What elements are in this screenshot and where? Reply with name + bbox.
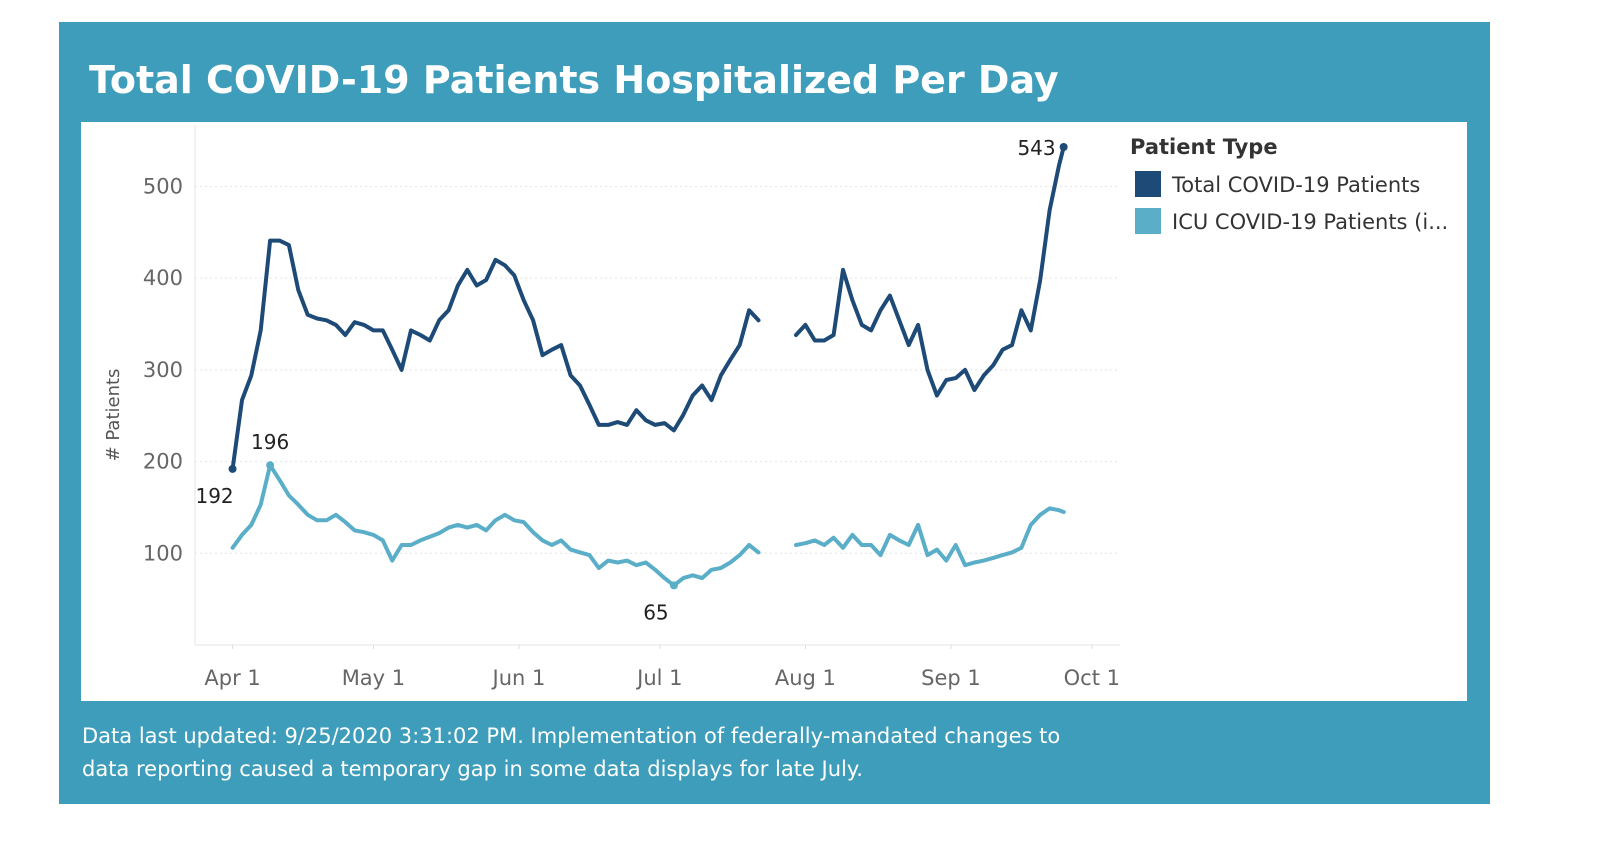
dashboard-panel: Total COVID-19 Patients Hospitalized Per… (59, 22, 1490, 804)
y-tick-label: 500 (143, 174, 183, 198)
data-line (230, 463, 1066, 588)
plot-area: 100 200 300 400 500 Apr 1 May 1 Jun 1 Jul 1 Aug 1… (81, 122, 1467, 701)
x-tick-label: Aug 1 (775, 666, 836, 690)
legend-label: Total COVID-19 Patients (1171, 173, 1420, 197)
x-tick-label: May 1 (342, 666, 405, 690)
x-tick-label: Jun 1 (491, 666, 546, 690)
y-tick-label: 300 (143, 358, 183, 382)
x-tick-label: Oct 1 (1064, 666, 1120, 690)
x-tick-label: Jul 1 (635, 666, 682, 690)
x-tick-label: Apr 1 (204, 666, 260, 690)
data-line (230, 145, 1066, 471)
data-label: 65 (643, 600, 668, 624)
legend-label: ICU COVID-19 Patients (i... (1172, 210, 1448, 234)
data-point (228, 464, 237, 473)
legend-title: Patient Type (1130, 135, 1278, 159)
chart-title: Total COVID-19 Patients Hospitalized Per… (89, 58, 1059, 102)
legend-swatch (1135, 208, 1161, 234)
legend-swatch (1135, 171, 1161, 197)
data-label: 192 (195, 484, 233, 508)
y-tick-label: 200 (143, 450, 183, 474)
data-point (1059, 143, 1068, 152)
x-tick-label: Sep 1 (921, 666, 981, 690)
footnote: Data last updated: 9/25/2020 3:31:02 PM.… (82, 724, 1061, 781)
data-label: 196 (251, 430, 289, 454)
y-tick-label: 100 (143, 541, 183, 565)
data-point (669, 581, 678, 590)
y-axis-title: # Patients (103, 369, 124, 462)
y-tick-label: 400 (143, 266, 183, 290)
data-point (266, 461, 275, 470)
data-label: 543 (1017, 136, 1055, 160)
chart: 100 200 300 400 500 Apr 1 May 1 Jun 1 Jul 1 Aug 1… (103, 125, 1448, 690)
